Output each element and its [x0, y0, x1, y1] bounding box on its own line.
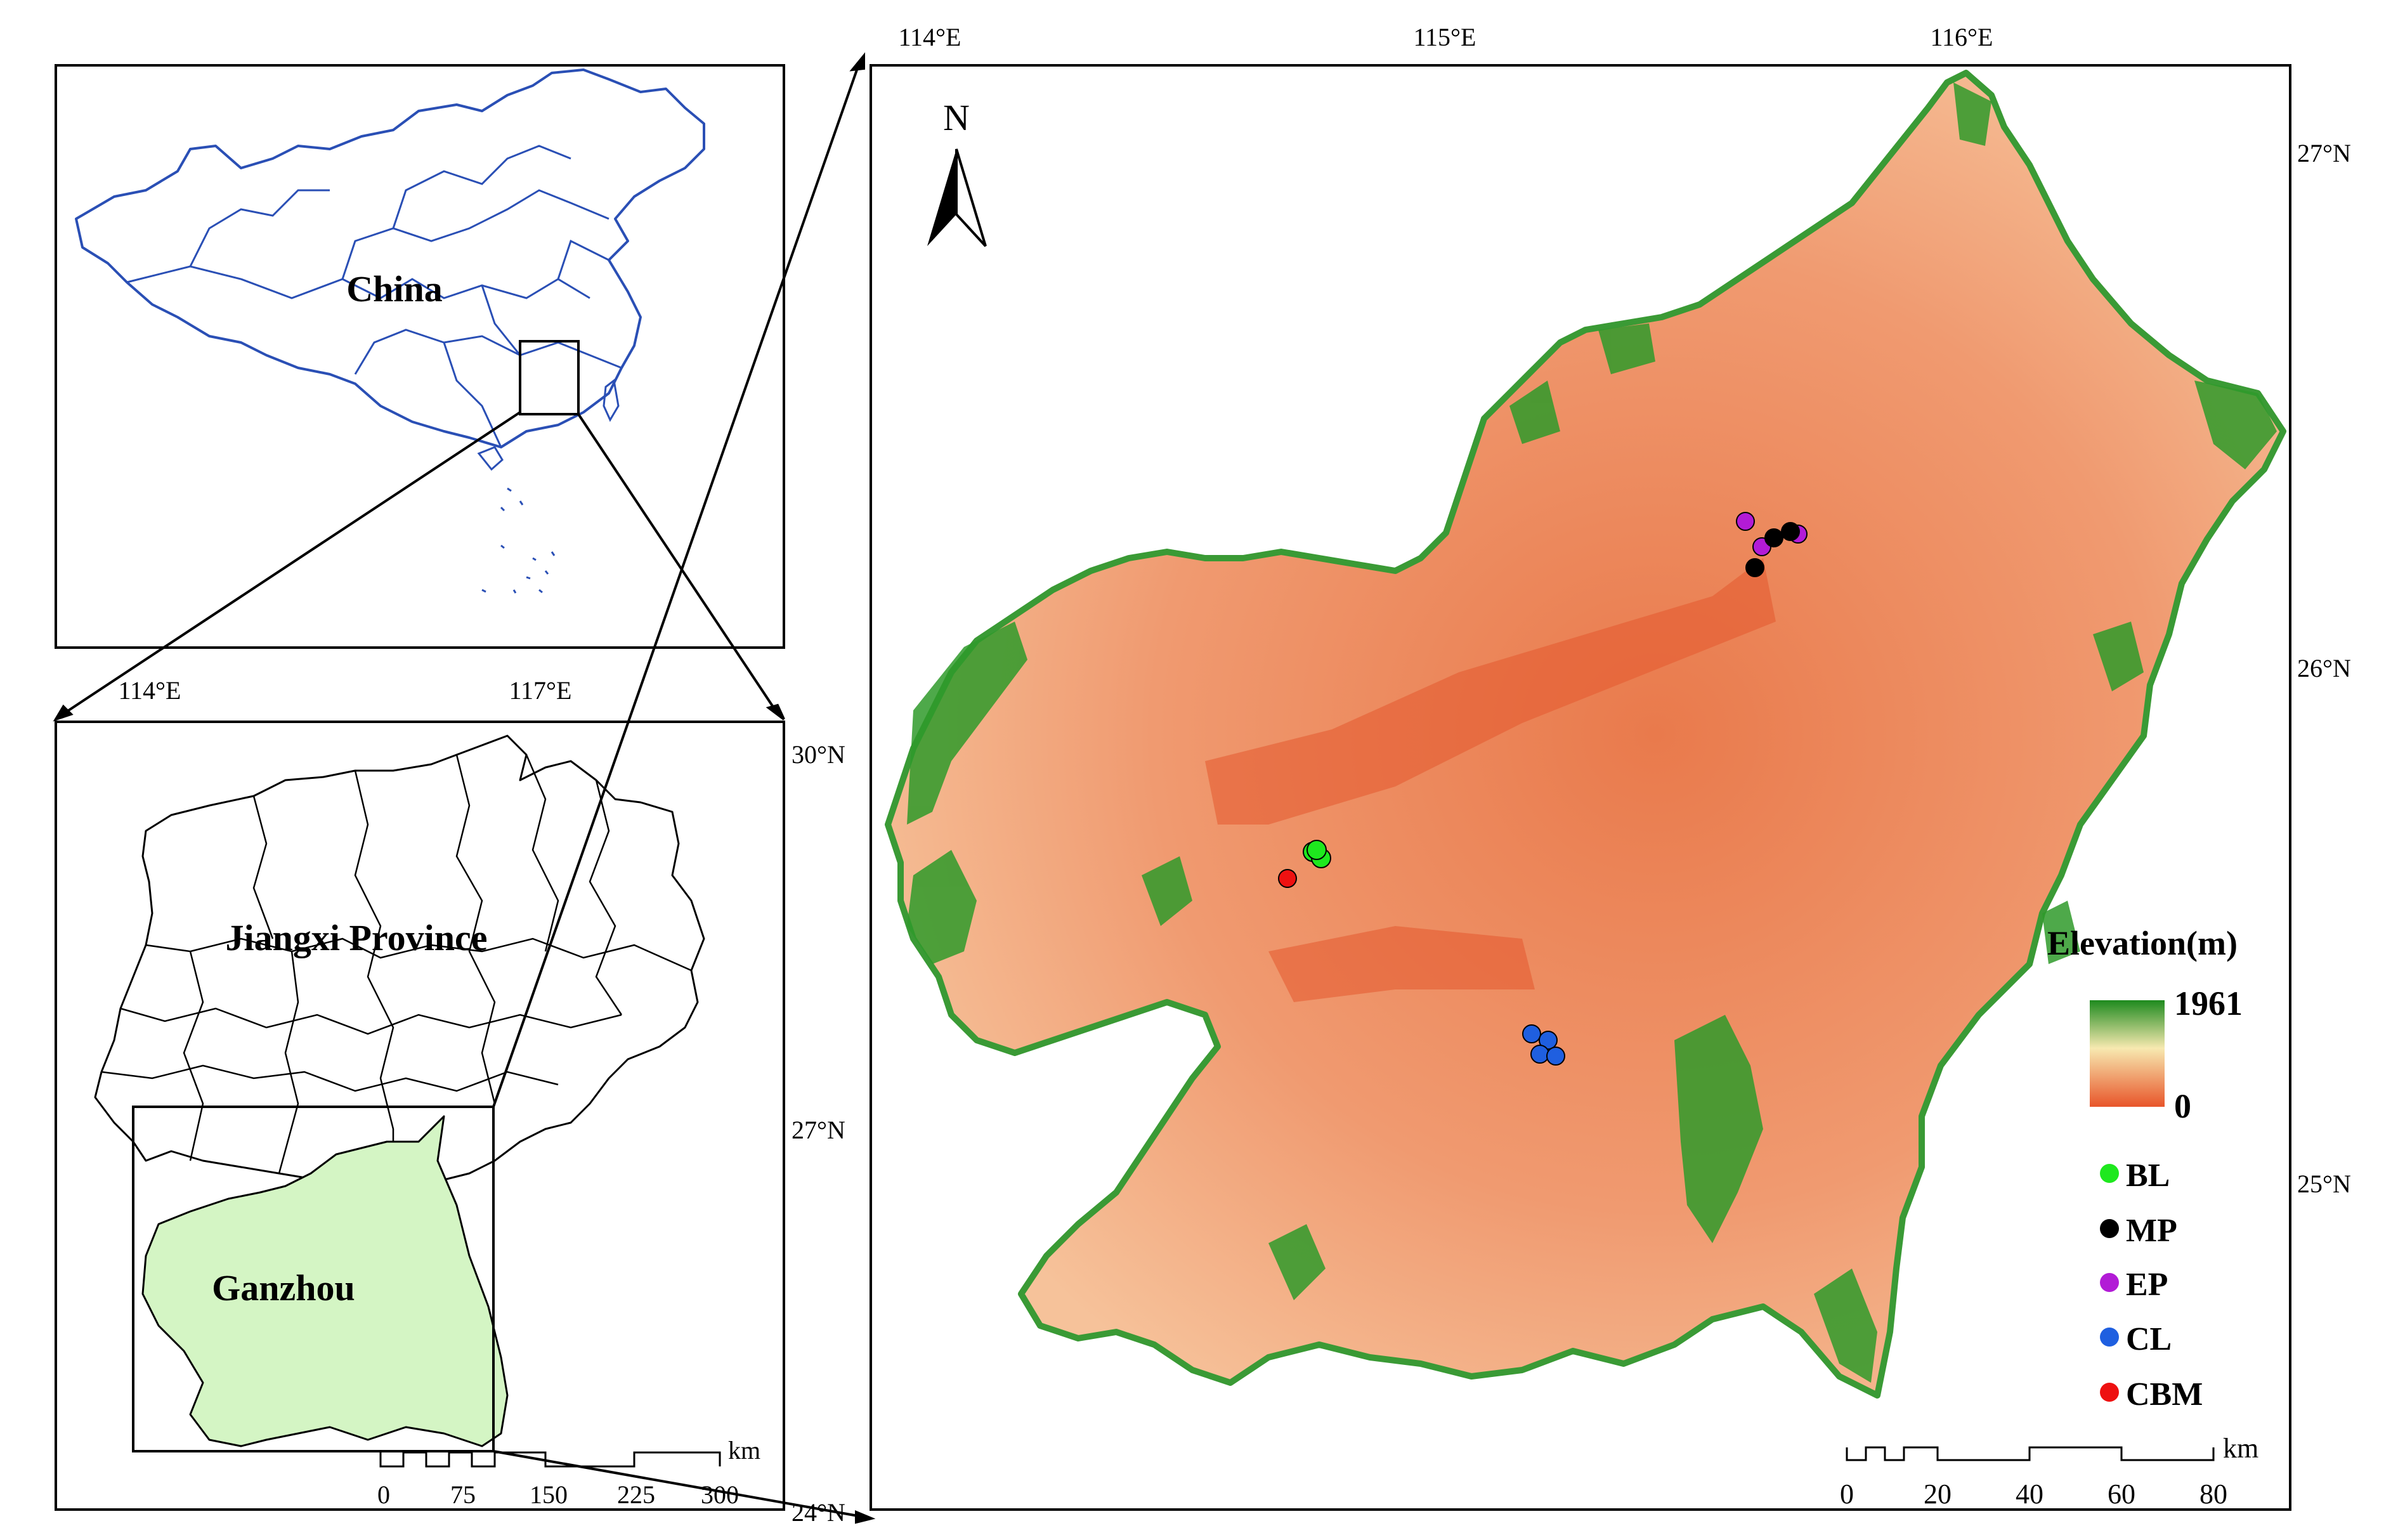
- north-arrow-icon: [927, 148, 987, 247]
- main-elevation-map: 114°E 115°E 116°E 27°N 26°N 25°N: [870, 23, 2351, 1511]
- highland-patches: [907, 82, 2277, 1383]
- main-scale-tick-40: 40: [2016, 1478, 2043, 1510]
- legend-cl-label: CL: [2126, 1321, 2172, 1357]
- legend-mp-label: MP: [2126, 1213, 2177, 1249]
- jiangxi-lon-tick-1: 114°E: [119, 676, 181, 705]
- mp-sample-point: [1745, 558, 1764, 577]
- legend-cbm-label: CBM: [2126, 1376, 2203, 1413]
- legend-low-value: 0: [2174, 1087, 2191, 1125]
- jiangxi-scale-tick-0: 0: [377, 1480, 390, 1509]
- jiangxi-outline: [94, 734, 705, 1184]
- main-scale-tick-80: 80: [2199, 1478, 2227, 1510]
- ganzhou-label: Ganzhou: [212, 1267, 355, 1308]
- jiangxi-county-lines: [101, 754, 692, 1174]
- cl-sample-point: [1530, 1045, 1549, 1064]
- legend-cl-swatch: [2100, 1328, 2119, 1347]
- main-scale-tick-20: 20: [1924, 1478, 1952, 1510]
- cl-sample-point: [1522, 1024, 1541, 1043]
- jiangxi-lat-tick-2: 27°N: [792, 1116, 845, 1144]
- legend-ep-label: EP: [2126, 1267, 2168, 1303]
- south-china-sea-islands: [481, 487, 556, 594]
- ep-sample-point: [1736, 512, 1755, 531]
- china-label: China: [346, 268, 443, 310]
- cbm-sample-point: [1278, 869, 1297, 888]
- connector-lines: [53, 52, 876, 1524]
- jiangxi-scale-bar: [379, 1451, 721, 1468]
- cl-sample-point: [1546, 1047, 1565, 1066]
- taiwan-island: [603, 379, 620, 422]
- legend-ep-swatch: [2100, 1273, 2119, 1292]
- china-panel-frame: [55, 64, 785, 649]
- low-valley-bands: [1205, 558, 1776, 1002]
- elevation-legend: Elevation(m) 1961 0 BL MP EP CL CBM: [2047, 924, 2243, 1413]
- china-overview-panel: China: [55, 64, 785, 649]
- main-scale-tick-0: 0: [1840, 1478, 1854, 1510]
- main-scale-tick-60: 60: [2108, 1478, 2135, 1510]
- main-scale-bar: [1846, 1446, 2215, 1461]
- mp-sample-point: [1764, 528, 1783, 547]
- main-scale-unit: km: [2223, 1433, 2258, 1464]
- legend-mp-swatch: [2100, 1219, 2119, 1238]
- mp-sample-point: [1781, 522, 1800, 541]
- ganzhou-terrain: [885, 70, 2286, 1399]
- legend-title: Elevation(m): [2047, 924, 2238, 962]
- jiangxi-lat-tick-1: 30°N: [792, 740, 845, 769]
- jiangxi-label: Jiangxi Province: [226, 917, 488, 958]
- jiangxi-scale-tick-225: 225: [617, 1480, 655, 1509]
- jiangxi-scale-unit: km: [728, 1436, 760, 1465]
- legend-high-value: 1961: [2174, 984, 2243, 1022]
- north-label: N: [943, 97, 970, 138]
- bl-sample-point: [1307, 840, 1327, 860]
- legend-cbm-swatch: [2100, 1383, 2119, 1402]
- jiangxi-study-area-box: [132, 1106, 495, 1452]
- china-study-area-box: [519, 340, 580, 415]
- hainan-island: [477, 446, 504, 471]
- main-lon-tick-116: 116°E: [1931, 23, 1993, 51]
- legend-bl-swatch: [2100, 1164, 2119, 1183]
- main-lat-tick-26: 26°N: [2297, 654, 2351, 682]
- china-outline: [75, 69, 705, 448]
- main-lon-tick-114: 114°E: [899, 23, 961, 51]
- cl-sample-point: [1539, 1031, 1558, 1050]
- legend-bl-label: BL: [2126, 1158, 2170, 1194]
- main-lat-tick-27: 27°N: [2297, 139, 2351, 167]
- main-lon-tick-115: 115°E: [1414, 23, 1476, 51]
- main-lat-tick-25: 25°N: [2297, 1170, 2351, 1198]
- sample-points: [1278, 512, 1808, 1066]
- main-scale-tick-10: 10: [1879, 1478, 1907, 1510]
- jiangxi-panel: 114°E 117°E 30°N 27°N 24°N Jiangxi Provi…: [55, 676, 845, 1527]
- elevation-color-ramp: [2090, 1000, 2165, 1107]
- jiangxi-scale-tick-75: 75: [450, 1480, 476, 1509]
- jiangxi-scale-tick-150: 150: [530, 1480, 568, 1509]
- china-province-lines: [126, 145, 622, 448]
- jiangxi-lon-tick-2: 117°E: [509, 676, 572, 705]
